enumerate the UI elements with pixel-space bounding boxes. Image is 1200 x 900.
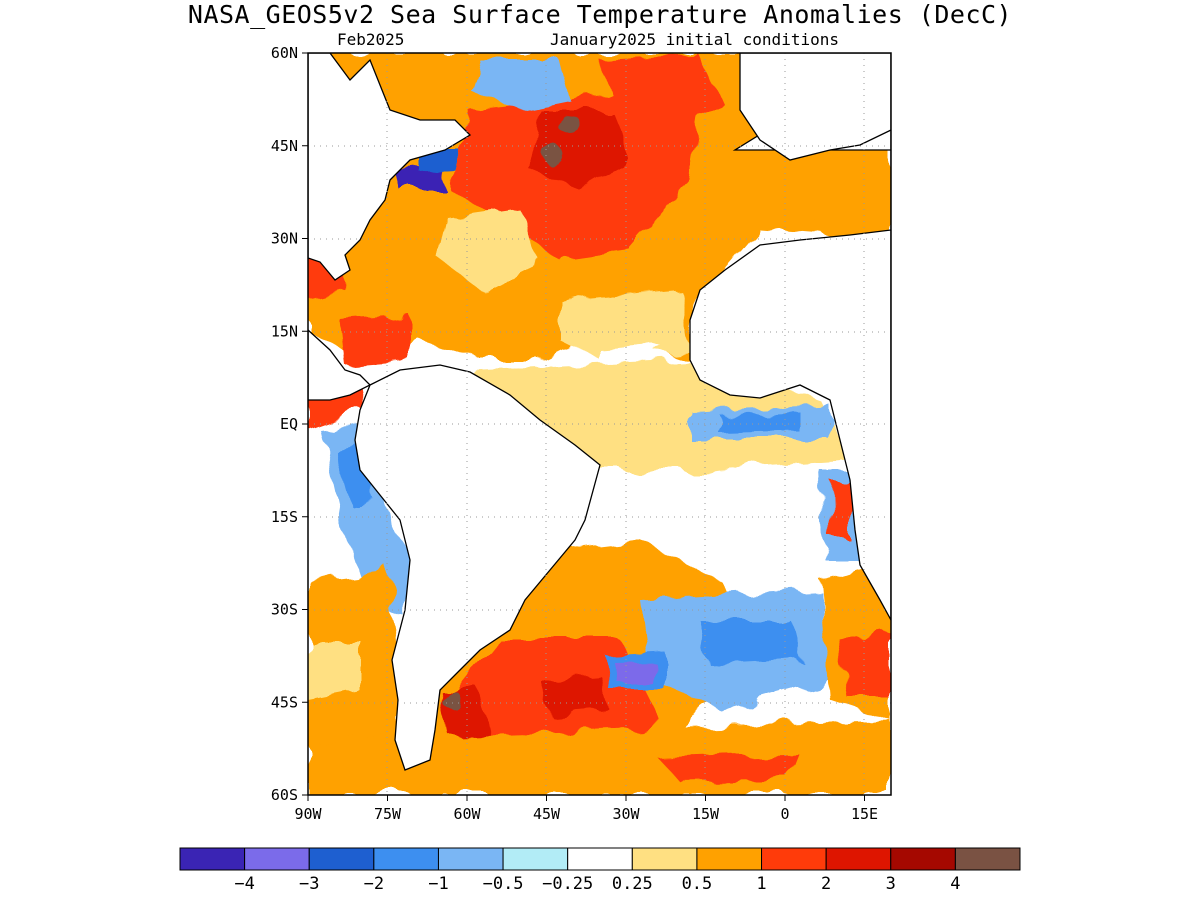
colorbar-swatch [631,847,698,871]
x-tick-label: 45W [533,805,561,823]
colorbar-swatch [179,847,246,871]
colorbar-labels: −4 −3 −2 −1 −0.5 −0.25 0.25 0.5 1 2 3 4 [234,874,960,894]
colorbar-label: −1 [428,874,448,894]
colorbar-label: 1 [756,874,766,894]
anomaly-field [308,53,891,795]
longitude-axis: 90W 75W 60W 45W 30W 15W 0 15E [294,795,878,823]
x-tick-label: 0 [780,805,789,823]
colorbar-label: 4 [950,874,960,894]
colorbar-label: 0.5 [682,874,713,894]
colorbar-swatch [696,847,763,871]
y-tick-label: 30N [271,230,298,248]
x-tick-label: 30W [612,805,640,823]
colorbar-label: −3 [299,874,319,894]
land-masses [308,53,891,771]
colorbar-swatch [244,847,310,871]
colorbar-swatch [567,847,633,871]
colorbar-swatch [954,847,1021,871]
forecast-month-label: Feb2025 [337,30,405,49]
x-tick-label: 60W [453,805,481,823]
x-tick-label: 15W [692,805,720,823]
colorbar-label: −0.25 [542,874,593,894]
y-tick-label: 30S [271,601,298,619]
colorbar-swatch [890,847,956,871]
colorbar-label: −4 [234,874,254,894]
y-tick-label: 15S [271,508,298,526]
colorbar-swatch [437,847,504,871]
colorbar-label: −0.5 [483,874,524,894]
colorbar-label: −2 [364,874,384,894]
y-tick-label: 45N [271,137,298,155]
colorbar-label: 2 [821,874,831,894]
colorbar-swatch [825,847,892,871]
colorbar-label: 3 [886,874,896,894]
map-title: NASA_GEOS5v2 Sea Surface Temperature Ano… [187,0,1013,29]
graticule [308,53,891,795]
africa [689,53,891,621]
x-tick-label: 90W [294,805,322,823]
colorbar-swatch [373,847,439,871]
latitude-axis: 60N 45N 30N 15N EQ 15S 30S 45S 60S [271,44,308,804]
colorbar [179,847,1021,871]
colorbar-swatch [761,847,827,871]
north-america [308,53,472,281]
y-tick-label: 45S [271,693,298,711]
initial-conditions-label: January2025 initial conditions [550,30,839,49]
europe [739,53,891,161]
y-tick-label: 60N [271,44,298,62]
south-america [354,364,601,771]
x-tick-label: 15E [851,805,878,823]
y-tick-label: 15N [271,322,298,340]
colorbar-label: 0.25 [612,874,653,894]
y-tick-label: EQ [280,415,298,433]
colorbar-swatch [308,847,375,871]
colorbar-swatch [502,847,569,871]
x-tick-label: 75W [374,805,402,823]
y-tick-label: 60S [271,786,298,804]
